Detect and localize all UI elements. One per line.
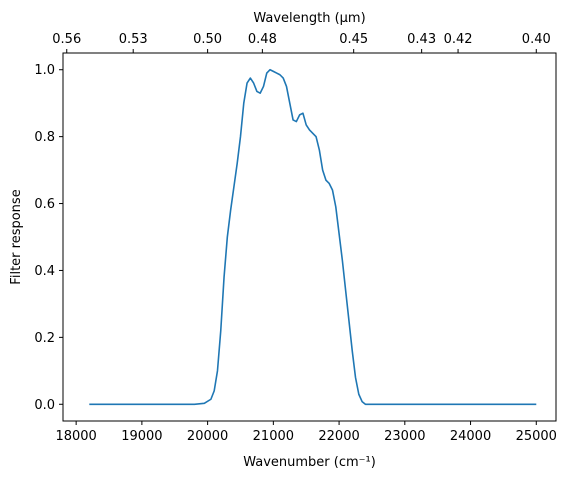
top-tick-label: 0.53 — [119, 32, 148, 47]
x-tick-label: 21000 — [253, 429, 294, 444]
top-tick-label: 0.40 — [522, 32, 551, 47]
y-axis-label: Filter response — [9, 189, 24, 284]
top-tick-label: 0.42 — [444, 32, 473, 47]
top-tick-label: 0.45 — [339, 32, 368, 47]
top-axis-label: Wavelength (μm) — [253, 11, 365, 26]
x-tick-label: 23000 — [384, 429, 425, 444]
x-axis-label: Wavenumber (cm⁻¹) — [243, 455, 376, 470]
y-tick-label: 1.0 — [34, 63, 55, 78]
x-tick-label: 24000 — [450, 429, 491, 444]
top-tick-label: 0.50 — [193, 32, 222, 47]
y-tick-label: 0.8 — [34, 130, 55, 145]
series-layer — [89, 68, 537, 406]
plot-area — [62, 52, 557, 422]
x-tick-label: 19000 — [121, 429, 162, 444]
y-tick-label: 0.4 — [34, 264, 55, 279]
top-tick-label: 0.43 — [407, 32, 436, 47]
top-tick-label: 0.56 — [52, 32, 81, 47]
y-tick-label: 0.6 — [34, 197, 55, 212]
y-axis: 0.0 0.2 0.4 0.6 0.8 1.0 — [34, 63, 63, 413]
x-tick-label: 18000 — [55, 429, 96, 444]
response-line — [89, 68, 537, 406]
x-tick-label: 22000 — [318, 429, 359, 444]
x-tick-label: 20000 — [187, 429, 228, 444]
x-tick-label: 25000 — [516, 429, 557, 444]
bottom-x-axis: 18000 19000 20000 21000 22000 23000 24000 25000 — [55, 421, 557, 444]
top-x-axis: 0.56 0.53 0.50 0.48 0.45 0.43 0.42 0.40 — [52, 32, 551, 53]
y-tick-label: 0.0 — [34, 398, 55, 413]
y-tick-label: 0.2 — [34, 331, 55, 346]
plot-frame — [62, 52, 557, 422]
top-tick-label: 0.48 — [248, 32, 277, 47]
